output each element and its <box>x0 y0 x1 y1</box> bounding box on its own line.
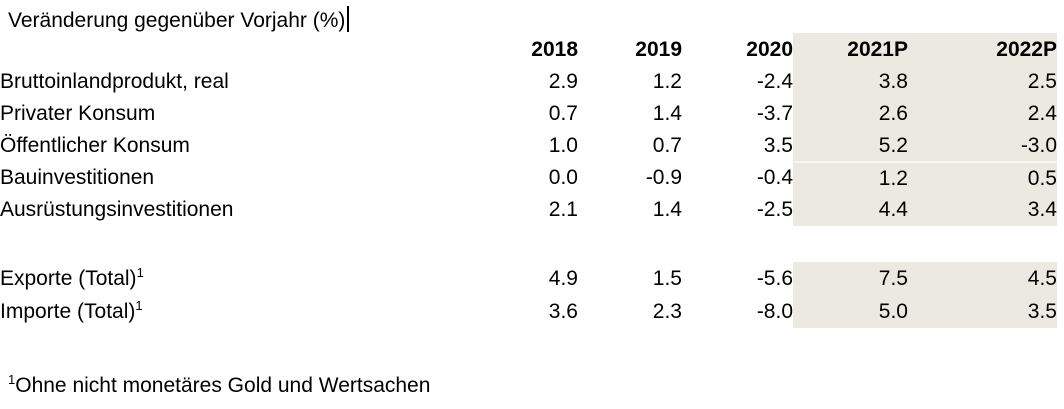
value-cell[interactable]: 3.5 <box>763 134 793 157</box>
value-cell[interactable]: 0.0 <box>548 166 578 189</box>
value-cell[interactable]: -2.5 <box>756 198 793 221</box>
text-cursor-caret <box>347 6 350 32</box>
value-cell[interactable]: 1.5 <box>652 266 682 290</box>
column-header-2022p[interactable]: 2022P <box>908 33 1057 66</box>
row-label[interactable]: Privater Konsum <box>0 102 156 125</box>
value-cell[interactable]: 3.5 <box>908 295 1057 328</box>
row-label[interactable]: Importe (Total)1 <box>0 295 450 328</box>
value-cell[interactable]: -5.6 <box>756 266 793 290</box>
footnote-marker: 1 <box>135 297 143 313</box>
value-cell[interactable]: 1.4 <box>652 198 682 221</box>
row-label[interactable]: Bruttoinlandprodukt, real <box>0 70 229 93</box>
table-title: Veränderung gegenüber Vorjahr (%) <box>8 9 346 32</box>
value-cell[interactable]: -3.0 <box>908 130 1057 162</box>
value-cell[interactable]: 3.6 <box>548 299 578 323</box>
column-header-2019[interactable]: 2019 <box>635 37 682 61</box>
value-cell[interactable]: 2.5 <box>908 66 1057 98</box>
footnote-text: Ohne nicht monetäres Gold und Wertsachen <box>15 374 431 397</box>
value-cell[interactable]: 3.4 <box>908 194 1057 226</box>
row-label[interactable]: Öffentlicher Konsum <box>0 134 190 157</box>
empty-cell[interactable] <box>682 226 793 262</box>
table-row: Bruttoinlandprodukt, real 2.9 1.2 -2.4 3… <box>0 66 1057 98</box>
table-row: Bauinvestitionen 0.0 -0.9 -0.4 1.2 0.5 <box>0 161 1057 194</box>
table-row: Importe (Total)1 3.6 2.3 -8.0 5.0 3.5 <box>0 295 1057 328</box>
value-cell[interactable]: 7.5 <box>793 262 908 295</box>
value-cell[interactable]: 1.2 <box>652 70 682 93</box>
table-row: Öffentlicher Konsum 1.0 0.7 3.5 5.2 -3.0 <box>0 130 1057 162</box>
value-cell[interactable]: 2.6 <box>793 98 908 130</box>
value-cell[interactable]: 0.5 <box>908 161 1057 194</box>
value-cell[interactable]: 2.1 <box>548 198 578 221</box>
value-cell[interactable]: -8.0 <box>756 299 793 323</box>
table-row: Ausrüstungsinvestitionen 2.1 1.4 -2.5 4.… <box>0 194 1057 226</box>
column-header-2020[interactable]: 2020 <box>746 37 793 61</box>
value-cell[interactable]: 0.7 <box>548 102 578 125</box>
value-cell[interactable]: 3.8 <box>793 66 908 98</box>
value-cell[interactable]: 5.0 <box>793 295 908 328</box>
column-header-2018[interactable]: 2018 <box>531 37 578 61</box>
value-cell[interactable]: 2.9 <box>548 70 578 93</box>
forecast-table: 2018 2019 2020 2021P 2022P Bruttoinlandp… <box>0 33 1057 328</box>
empty-cell[interactable] <box>578 226 682 262</box>
value-cell[interactable]: -0.9 <box>645 166 682 189</box>
footnote-marker: 1 <box>8 372 16 387</box>
table-row: Exporte (Total)1 4.9 1.5 -5.6 7.5 4.5 <box>0 262 1057 295</box>
value-cell[interactable]: 2.4 <box>908 98 1057 130</box>
footnote-marker: 1 <box>136 264 144 280</box>
value-cell[interactable]: 1.0 <box>548 134 578 157</box>
row-label-text: Exporte (Total) <box>0 266 137 290</box>
value-cell[interactable]: 0.7 <box>652 134 682 157</box>
empty-cell[interactable] <box>450 226 578 262</box>
value-cell[interactable]: 4.4 <box>793 194 908 226</box>
value-cell[interactable]: -3.7 <box>756 102 793 125</box>
table-row: Privater Konsum 0.7 1.4 -3.7 2.6 2.4 <box>0 98 1057 130</box>
value-cell[interactable]: 1.2 <box>793 161 908 194</box>
value-cell[interactable]: -2.4 <box>756 70 793 93</box>
header-empty-cell[interactable] <box>0 33 450 66</box>
column-header-2021p[interactable]: 2021P <box>793 33 908 66</box>
footnote[interactable]: 1Ohne nicht monetäres Gold und Wertsache… <box>0 372 1064 398</box>
empty-cell[interactable] <box>793 226 908 262</box>
value-cell[interactable]: 4.5 <box>908 262 1057 295</box>
row-label[interactable]: Ausrüstungsinvestitionen <box>0 198 234 221</box>
value-cell[interactable]: 4.9 <box>548 266 578 290</box>
empty-cell[interactable] <box>908 226 1057 262</box>
spacer-row <box>0 226 1057 262</box>
value-cell[interactable]: 5.2 <box>793 130 908 162</box>
row-label-text: Importe (Total) <box>0 299 136 323</box>
table-title-cell[interactable]: Veränderung gegenüber Vorjahr (%) <box>0 0 1064 33</box>
row-label[interactable]: Exporte (Total)1 <box>0 262 450 295</box>
empty-cell[interactable] <box>0 226 450 262</box>
value-cell[interactable]: 2.3 <box>652 299 682 323</box>
value-cell[interactable]: -0.4 <box>756 166 793 189</box>
header-row: 2018 2019 2020 2021P 2022P <box>0 33 1057 66</box>
row-label[interactable]: Bauinvestitionen <box>0 166 155 189</box>
value-cell[interactable]: 1.4 <box>652 102 682 125</box>
